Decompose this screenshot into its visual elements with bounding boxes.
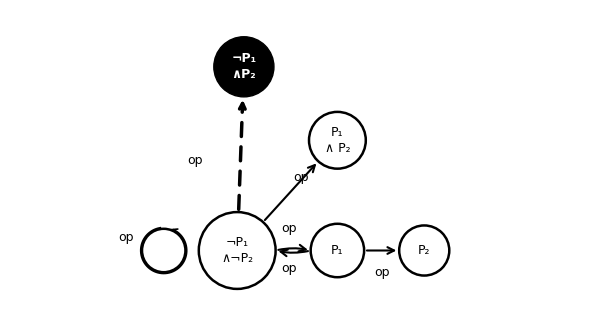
Circle shape [199, 212, 275, 289]
Circle shape [399, 225, 449, 276]
Text: P₁: P₁ [331, 244, 344, 257]
Circle shape [214, 37, 274, 97]
Text: P₂: P₂ [418, 244, 430, 257]
Circle shape [142, 229, 185, 272]
Text: ¬P₁
∧¬P₂: ¬P₁ ∧¬P₂ [221, 236, 254, 265]
Text: op: op [282, 263, 297, 275]
Text: op: op [282, 222, 297, 235]
Text: op: op [118, 231, 134, 243]
Text: op: op [375, 266, 390, 279]
Text: op: op [188, 154, 203, 167]
Circle shape [311, 224, 364, 277]
Text: ¬P₁
∧P₂: ¬P₁ ∧P₂ [231, 52, 257, 81]
Circle shape [309, 112, 366, 169]
Text: op: op [293, 171, 308, 183]
Text: P₁
∧ P₂: P₁ ∧ P₂ [325, 126, 350, 155]
